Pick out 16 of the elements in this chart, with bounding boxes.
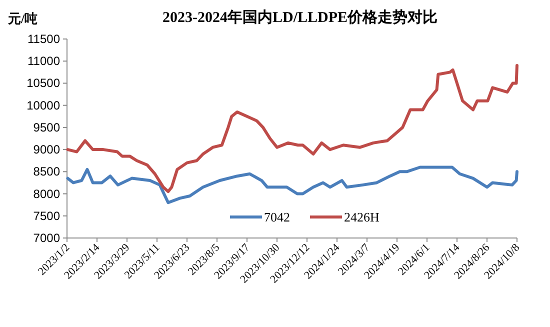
y-tick-label: 7000 (33, 231, 60, 245)
y-tick-label: 11500 (28, 32, 60, 46)
y-tick-label: 7500 (33, 208, 60, 223)
y-tick-label: 9500 (33, 120, 60, 134)
legend-label: 7042 (264, 210, 290, 224)
legend-label: 2426H (344, 210, 380, 224)
y-tick-label: 11000 (28, 54, 60, 68)
y-tick-label: 10500 (26, 76, 60, 90)
legend-item: 7042 (230, 210, 290, 224)
title: 2023-2024年国内LD/LLDPE价格走势对比 (162, 10, 438, 26)
y-tick-label: 8000 (33, 186, 60, 201)
y-tick-label: 9000 (33, 142, 60, 157)
y-tick-label: 8500 (33, 164, 60, 179)
legend-item: 2426H (310, 210, 380, 224)
y-tick-label: 10000 (26, 98, 60, 112)
ylabel: 元/吨 (8, 11, 38, 26)
